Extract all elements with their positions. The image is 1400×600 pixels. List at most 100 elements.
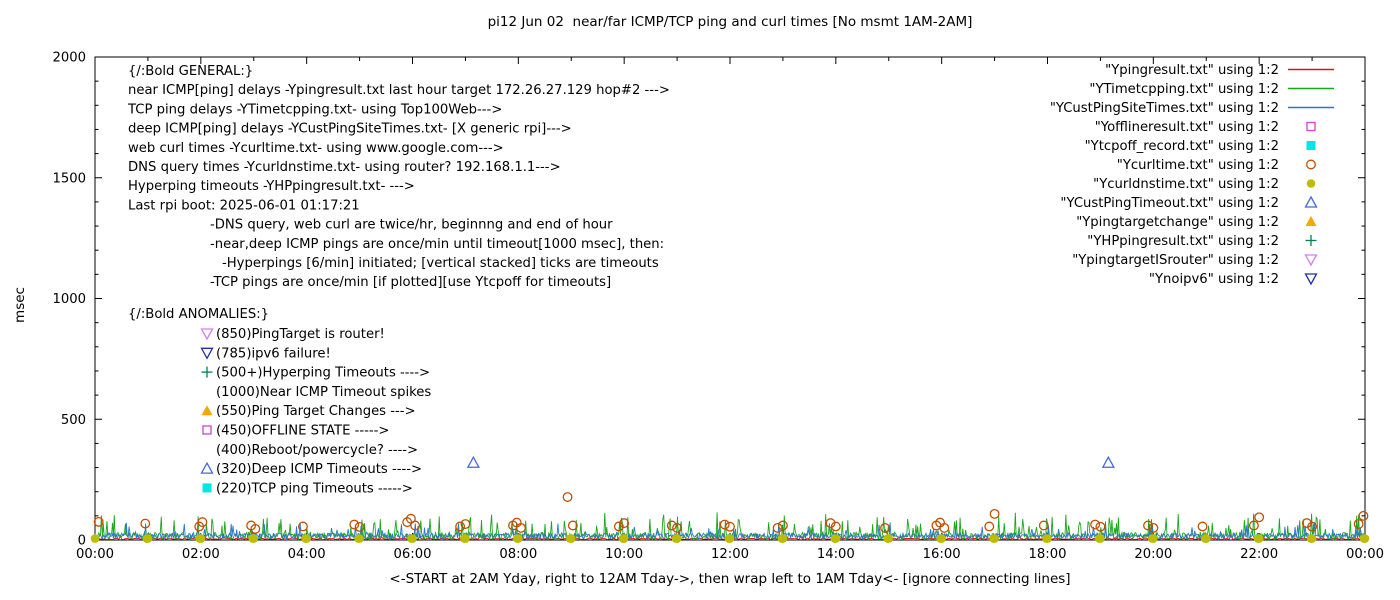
annotation-anomaly-line: (400)Reboot/powercycle? ----> (216, 443, 418, 458)
legend-key-triangle-down-open (1304, 254, 1318, 267)
circle-open-marker (562, 492, 573, 502)
circle-open-marker (880, 522, 890, 533)
circle-open-marker (197, 517, 208, 528)
triangle-down-open-marker (1304, 273, 1318, 286)
annotation-anomaly-line: (1000)Near ICMP Timeout spikes (216, 385, 431, 400)
annotation-general-line: deep ICMP[ping] delays -YCustPingSiteTim… (128, 122, 572, 137)
circle-open-marker (1306, 159, 1316, 170)
circle-filled-marker (566, 534, 576, 543)
circle-open-marker (460, 519, 471, 530)
circle-filled-marker (884, 534, 894, 543)
legend-label: "Ynoipv6" using 1:2 (1149, 272, 1279, 287)
circle-filled-marker (355, 534, 364, 543)
circle-filled-marker (1360, 534, 1370, 543)
circle-open-marker (93, 516, 104, 527)
circle-open-marker (1148, 522, 1159, 533)
circle-open-marker (672, 522, 683, 533)
circle-filled-marker (1201, 534, 1211, 543)
circle-open-marker (140, 518, 151, 529)
legend-key-square-open (1306, 121, 1316, 132)
x-tick-label: 10:00 (605, 547, 643, 562)
circle-open-marker (772, 522, 783, 533)
circle-open-marker (1090, 519, 1101, 530)
annotation-anomaly-line: (450)OFFLINE STATE -----> (216, 424, 389, 439)
triangle-up-filled-marker (1305, 216, 1317, 226)
annotation-general-line: web curl times -Ycurltime.txt- using www… (128, 141, 504, 156)
triangle-up-open-marker (1101, 455, 1115, 468)
x-tick-label: 20:00 (1134, 547, 1172, 562)
triangle-up-open-marker (200, 461, 214, 474)
circle-filled-marker (831, 534, 841, 543)
x-tick-label: 16:00 (923, 547, 961, 562)
annotation-general-line: -Hyperpings [6/min] initiated; [vertical… (222, 256, 659, 271)
circle-open-marker (410, 520, 421, 531)
annotation-general-line: -TCP pings are once/min [if plotted][use… (210, 275, 611, 290)
anomaly-key-triangle-down-open (200, 347, 214, 360)
x-tick-label: 00:00 (1346, 547, 1384, 562)
legend-key-triangle-up-open (1304, 195, 1318, 208)
circle-open-marker (830, 521, 841, 532)
legend-label: "YTimetcpping.txt" using 1:2 (1089, 82, 1279, 97)
square-filled-marker (1306, 141, 1316, 150)
legend-label: "YHPpingresult.txt" using 1:2 (1087, 234, 1279, 249)
circle-filled-marker (249, 534, 259, 543)
x-tick-label: 12:00 (711, 547, 749, 562)
legend-label: "YCustPingTimeout.txt" using 1:2 (1060, 196, 1279, 211)
scatter-YCustPingTimeout.txt (466, 455, 1115, 468)
circle-filled-marker (1254, 534, 1264, 543)
circle-open-marker (1248, 520, 1259, 531)
triangle-down-open-marker (1304, 254, 1318, 267)
circle-open-marker (1095, 521, 1106, 532)
circle-open-marker (719, 519, 730, 530)
circle-open-marker (725, 521, 735, 532)
legend-label: "Ycurldnstime.txt" using 1:2 (1093, 177, 1279, 192)
annotation-anomaly-line: (500+)Hyperping Timeouts ----> (216, 366, 430, 381)
circle-open-marker (349, 519, 360, 530)
circle-open-marker (1254, 512, 1265, 523)
circle-open-marker (989, 508, 1000, 519)
circle-open-marker (613, 521, 624, 532)
circle-open-marker (825, 518, 836, 529)
scatter-Ycurldnstime.txt (90, 534, 1370, 543)
circle-open-marker (984, 521, 995, 532)
circle-open-marker (777, 520, 788, 531)
anomaly-key-square-filled (202, 483, 212, 493)
circle-open-marker (1143, 520, 1153, 531)
y-tick-label: 500 (61, 413, 86, 428)
circle-open-marker (1307, 521, 1318, 532)
circle-open-marker (354, 522, 365, 532)
annotation-anomaly-line: (220)TCP ping Timeouts -----> (216, 481, 413, 496)
triangle-down-open-marker (200, 328, 214, 341)
legend-key-plus (1305, 235, 1317, 246)
circle-filled-marker (196, 534, 206, 543)
annotation-general-line: near ICMP[ping] delays -Ypingresult.txt … (128, 83, 670, 98)
circle-filled-marker (619, 534, 629, 543)
circle-filled-marker (725, 534, 735, 543)
circle-filled-marker (302, 534, 311, 543)
x-tick-label: 02:00 (182, 547, 220, 562)
circle-open-marker (939, 522, 950, 533)
legend-label: "YCustPingSiteTimes.txt" using 1:2 (1050, 101, 1279, 116)
x-tick-label: 06:00 (393, 547, 431, 562)
anomaly-key-triangle-up-open (200, 461, 214, 474)
y-tick-label: 1500 (52, 171, 86, 186)
circle-filled-marker (514, 534, 523, 543)
circle-open-marker (298, 521, 308, 532)
triangle-up-open-marker (466, 455, 480, 468)
circle-open-marker (250, 523, 261, 534)
annotation-anomaly-line: (550)Ping Target Changes ---> (216, 404, 416, 419)
circle-open-marker (1353, 519, 1364, 530)
legend-key-circle-filled (1306, 179, 1316, 188)
annotation-general-line: -near,deep ICMP pings are once/min until… (210, 237, 664, 252)
circle-open-marker (619, 518, 630, 529)
annotation-anomaly-line: (850)PingTarget is router! (216, 327, 385, 342)
legend-key-circle-open (1306, 159, 1316, 170)
square-open-marker (1306, 121, 1316, 132)
annotation-general-line: {/:Bold GENERAL:} (128, 64, 253, 79)
annotation-general-line: Last rpi boot: 2025-06-01 01:17:21 (128, 198, 360, 213)
y-tick-label: 0 (78, 534, 86, 549)
legend-label: "Ypingresult.txt" using 1:2 (1105, 63, 1279, 78)
annotation-general-line: DNS query times -Ycurldnstime.txt- using… (128, 160, 561, 175)
circle-filled-marker (461, 534, 470, 543)
